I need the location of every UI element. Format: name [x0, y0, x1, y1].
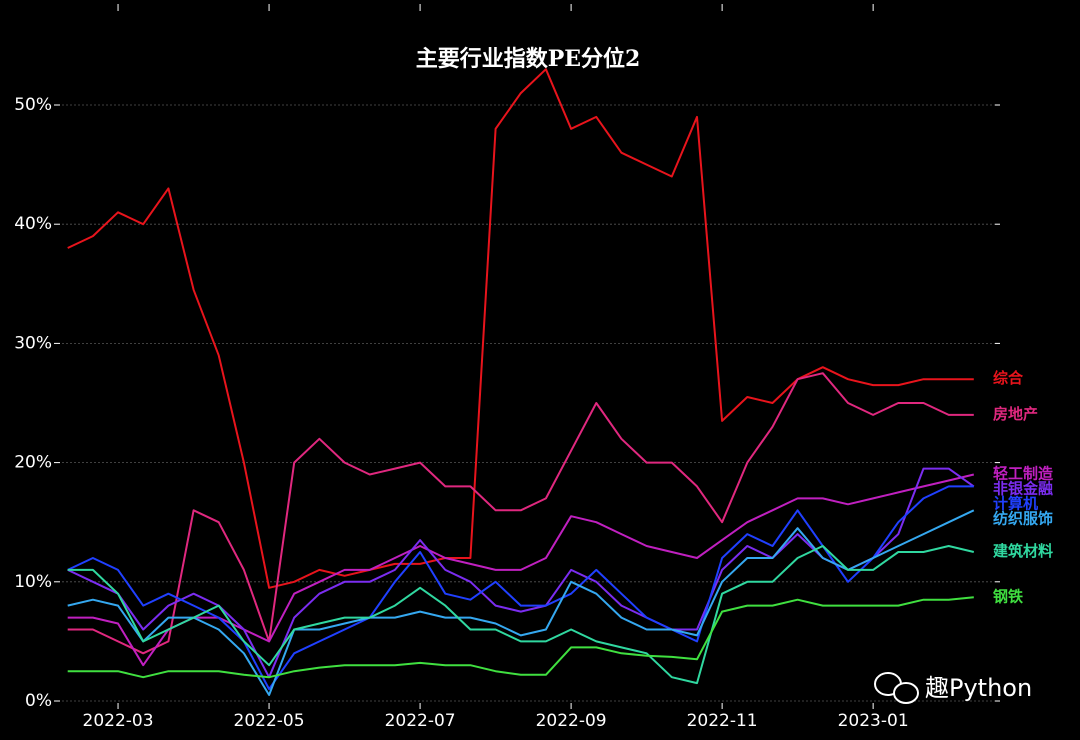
series-line — [67, 467, 975, 679]
series-label: 非银金融 — [993, 480, 1053, 498]
x-tick-label: 2022-03 — [83, 711, 154, 731]
series-label: 建筑材料 — [993, 542, 1053, 560]
x-tick-label: 2022-09 — [536, 711, 607, 731]
series-label: 房地产 — [993, 405, 1038, 423]
series-line — [67, 473, 975, 667]
y-tick-label: 10% — [14, 572, 52, 592]
x-tick-label: 2022-11 — [687, 711, 758, 731]
series-line — [67, 509, 975, 696]
y-tick-label: 50% — [14, 95, 52, 115]
x-tick-label: 2022-07 — [385, 711, 456, 731]
series-label: 纺织服饰 — [993, 510, 1053, 528]
series-label: 轻工制造 — [993, 465, 1053, 483]
series-line — [67, 68, 974, 589]
series-line — [67, 485, 974, 691]
y-tick-label: 20% — [14, 453, 52, 473]
series-label: 综合 — [993, 369, 1024, 387]
watermark-icon — [874, 672, 919, 704]
y-tick-label: 40% — [14, 214, 52, 234]
series-line — [67, 545, 975, 685]
watermark: 趣Python — [925, 674, 1032, 702]
x-tick-label: 2022-05 — [234, 711, 305, 731]
y-tick-label: 0% — [25, 691, 52, 711]
y-tick-label: 30% — [14, 333, 52, 353]
series-line — [67, 372, 974, 655]
chart-title: 主要行业指数PE分位2 — [416, 46, 641, 72]
series-line — [67, 596, 974, 679]
x-tick-label: 2023-01 — [838, 711, 909, 731]
plot: 0% 10% 20% 30% 40% 50% 2022-03 2022-05 2022-07 20… — [14, 4, 1053, 731]
series-label: 钢铁 — [993, 587, 1023, 605]
series-label: 计算机 — [993, 495, 1038, 513]
